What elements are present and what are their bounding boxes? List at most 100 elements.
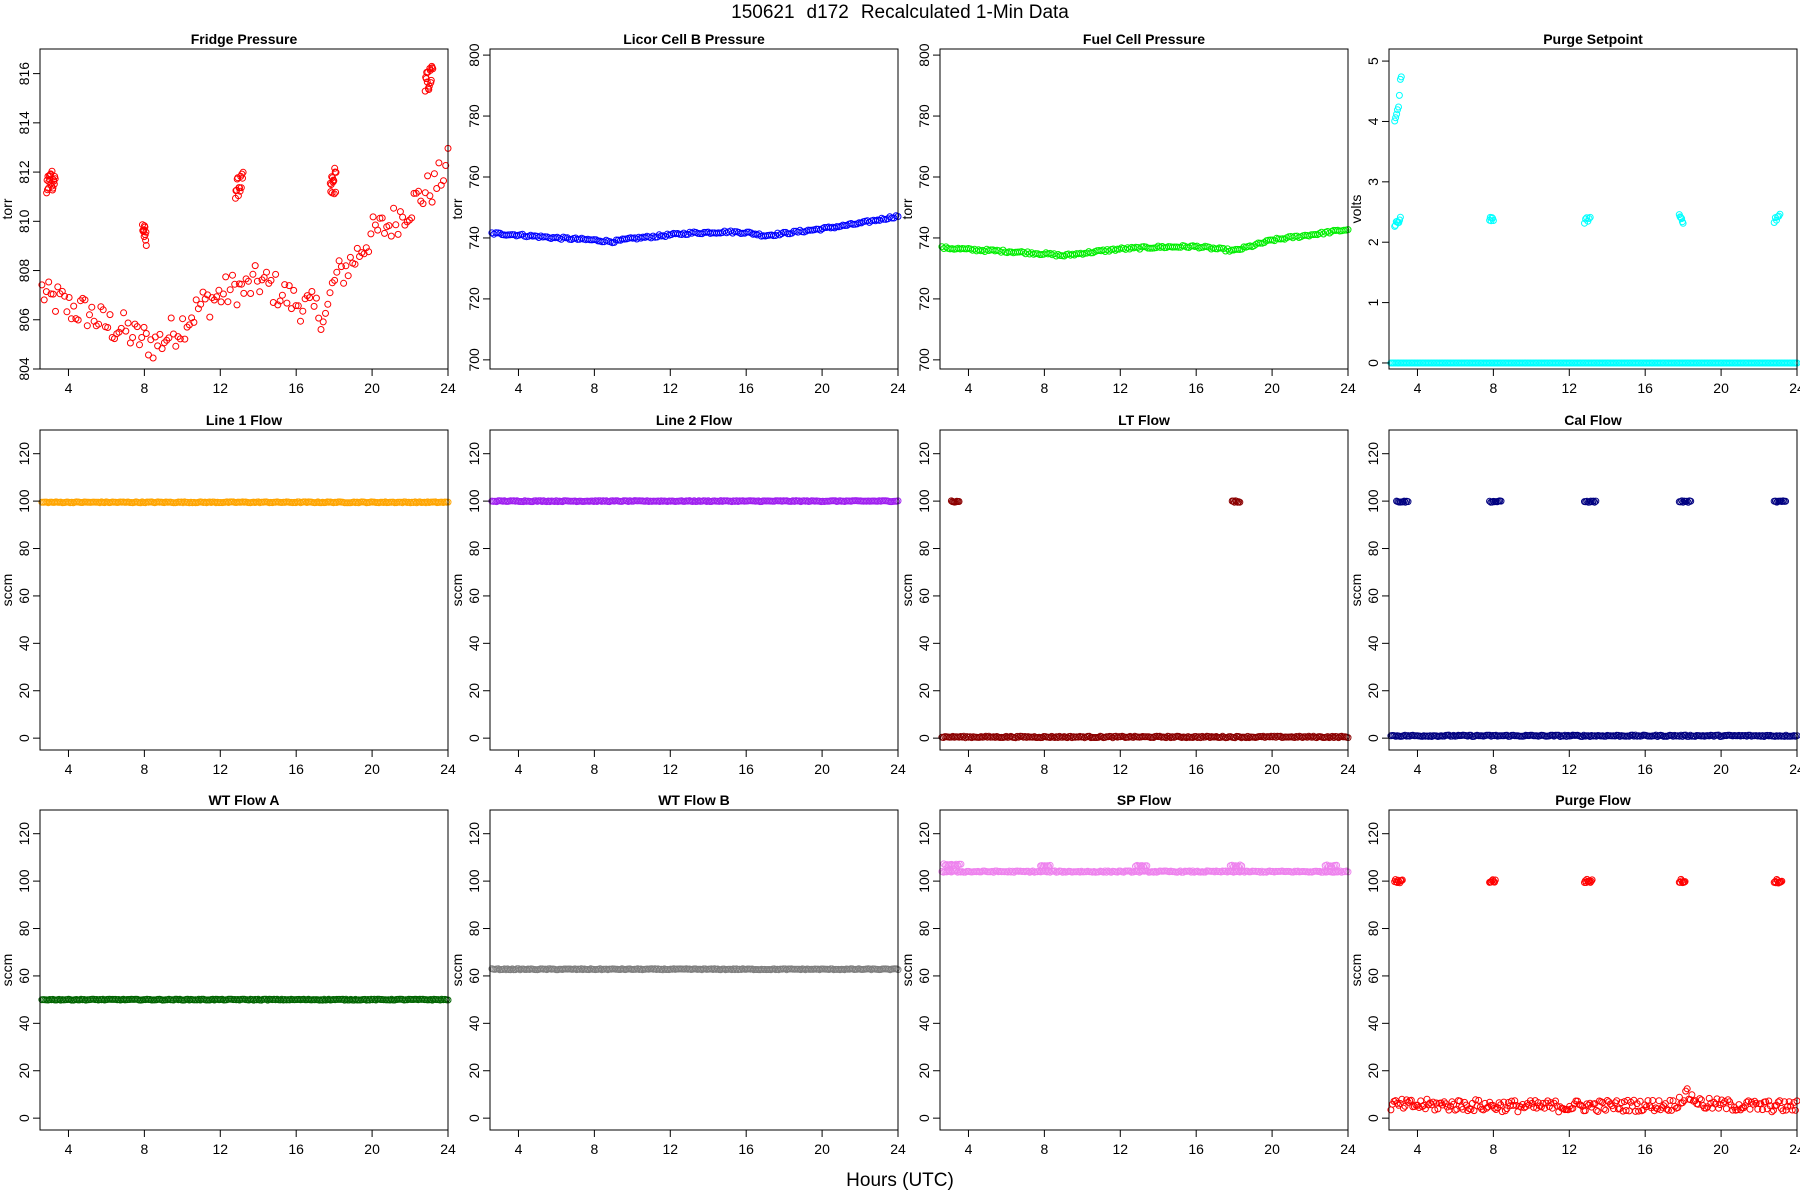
data-point xyxy=(267,276,275,284)
data-point xyxy=(1591,498,1599,506)
data-point xyxy=(1393,1099,1401,1107)
data-point xyxy=(332,188,340,196)
data-point xyxy=(310,302,318,310)
y-tick-label: 810 xyxy=(16,209,32,233)
data-point xyxy=(561,234,569,242)
data-point xyxy=(1602,1106,1610,1114)
data-point xyxy=(1328,732,1336,740)
y-tick-label: 780 xyxy=(466,104,482,128)
data-point xyxy=(1397,877,1405,885)
data-point xyxy=(1487,878,1495,886)
data-point xyxy=(224,298,232,306)
data-point xyxy=(65,294,73,301)
data-point xyxy=(435,159,443,167)
data-point xyxy=(149,354,157,362)
y-tick-label: 60 xyxy=(466,968,482,984)
data-point xyxy=(292,302,300,310)
chart-title: Line 1 Flow xyxy=(206,412,282,428)
y-tick-label: 760 xyxy=(466,165,482,189)
data-point xyxy=(222,273,230,281)
data-point xyxy=(233,301,241,309)
data-point xyxy=(365,248,373,256)
data-point xyxy=(172,342,180,350)
data-point xyxy=(1777,878,1785,886)
data-point xyxy=(378,214,386,222)
data-point xyxy=(115,328,123,336)
y-tick-label: 120 xyxy=(1365,442,1381,466)
data-point xyxy=(38,281,46,289)
data-point xyxy=(95,320,103,328)
x-tick-label: 8 xyxy=(1489,1141,1497,1157)
x-tick-label: 4 xyxy=(65,380,73,396)
data-point xyxy=(1395,103,1402,111)
data-point xyxy=(1740,1104,1748,1112)
data-point xyxy=(1046,249,1054,257)
data-point xyxy=(1713,1095,1721,1103)
data-point xyxy=(1431,1106,1439,1114)
y-tick-label: 0 xyxy=(1365,1114,1381,1122)
data-point xyxy=(1396,216,1404,224)
data-point xyxy=(1779,1107,1787,1115)
data-point xyxy=(1260,239,1268,246)
data-point xyxy=(1404,498,1412,506)
data-point xyxy=(1429,1098,1437,1106)
y-tick-label: 80 xyxy=(916,541,932,557)
data-point xyxy=(954,861,962,869)
data-point xyxy=(312,294,320,302)
plot-frame xyxy=(489,48,899,370)
data-point xyxy=(362,244,370,252)
data-point xyxy=(1635,1107,1643,1115)
x-tick-label: 12 xyxy=(1561,380,1577,396)
data-point xyxy=(1743,1098,1751,1106)
data-point xyxy=(1679,1099,1686,1107)
data-point xyxy=(1654,1105,1661,1113)
y-tick-label: 60 xyxy=(16,588,32,604)
y-tick-label: 120 xyxy=(916,822,932,846)
data-point xyxy=(133,323,141,331)
chart-title: Cal Flow xyxy=(1564,412,1622,428)
x-tick-label: 12 xyxy=(1112,761,1128,777)
data-point xyxy=(938,243,946,251)
y-tick-label: 100 xyxy=(1365,489,1381,513)
y-tick-label: 20 xyxy=(916,683,932,699)
y-tick-label: 80 xyxy=(1365,921,1381,937)
data-point xyxy=(49,184,57,192)
data-point xyxy=(1592,1106,1600,1114)
data-point xyxy=(1228,861,1236,869)
x-tick-label: 8 xyxy=(1040,761,1048,777)
y-tick-label: 800 xyxy=(466,43,482,67)
chart-panel: Line 2 Flow sccm 4 8 12 16 20 24 0 20 40 60 80 100 120 xyxy=(449,412,906,777)
x-tick-label: 20 xyxy=(1264,380,1280,396)
data-point xyxy=(1724,1096,1732,1104)
data-point xyxy=(1773,216,1780,224)
y-tick-label: 40 xyxy=(916,635,932,651)
data-point xyxy=(1768,1108,1776,1116)
data-point xyxy=(1666,1096,1674,1104)
y-tick-label: 20 xyxy=(916,1063,932,1079)
data-point xyxy=(231,280,239,288)
data-point xyxy=(1323,861,1331,869)
data-point xyxy=(1120,868,1128,876)
x-tick-label: 24 xyxy=(890,761,906,777)
chart-panel: LT Flow sccm 4 8 12 16 20 24 0 20 40 60 80 100 120 xyxy=(899,412,1356,777)
data-point xyxy=(440,177,447,185)
y-tick-label: 4 xyxy=(1365,117,1381,125)
data-point xyxy=(1679,219,1687,227)
data-points xyxy=(488,965,902,974)
data-point xyxy=(226,286,234,294)
y-tick-label: 100 xyxy=(916,489,932,513)
data-point xyxy=(1036,251,1044,259)
data-point xyxy=(1664,1106,1672,1114)
data-point xyxy=(142,236,150,244)
x-axis-label: Hours (UTC) xyxy=(846,1170,954,1191)
chart-title: Fuel Cell Pressure xyxy=(1083,31,1205,47)
data-point xyxy=(136,341,143,349)
data-point xyxy=(1401,1102,1409,1110)
data-point xyxy=(1012,734,1020,742)
data-point xyxy=(272,270,280,278)
y-tick-label: 100 xyxy=(1365,869,1381,893)
x-tick-label: 20 xyxy=(814,1141,830,1157)
data-point xyxy=(1788,1106,1796,1114)
chart-panel: Line 1 Flow sccm 4 8 12 16 20 24 0 20 40 60 80 100 120 xyxy=(0,412,456,777)
title-label: Recalculated 1-Min Data xyxy=(860,2,1069,23)
